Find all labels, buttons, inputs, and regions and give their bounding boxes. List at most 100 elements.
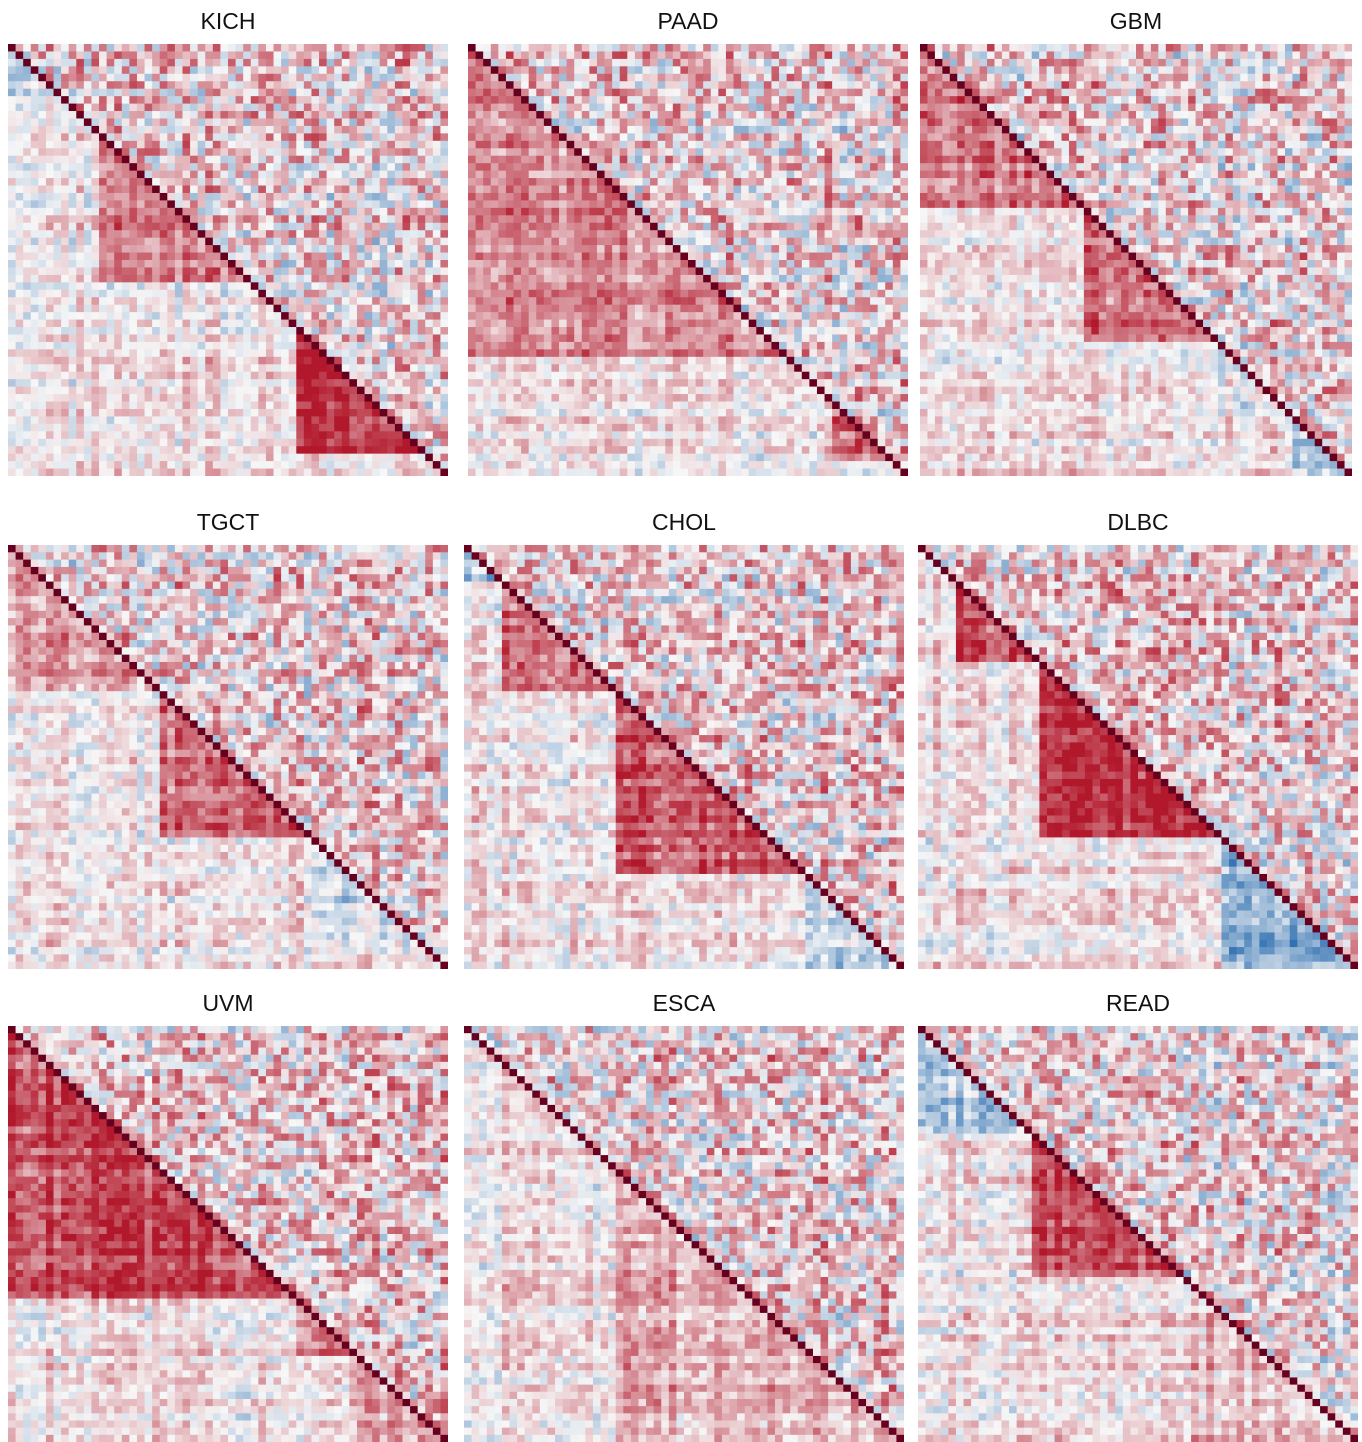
heatmap-cell	[213, 193, 221, 201]
heatmap-cell	[296, 104, 304, 112]
heatmap-cell	[680, 111, 688, 119]
heatmap-cell	[372, 186, 380, 194]
heatmap-cell	[756, 186, 764, 194]
heatmap-cell	[357, 44, 365, 52]
heatmap-paad	[468, 44, 908, 476]
heatmap-cell	[387, 357, 395, 365]
heatmap-cell	[402, 126, 410, 134]
heatmap-cell	[878, 96, 886, 104]
heatmap-cell	[274, 44, 282, 52]
heatmap-cell	[107, 446, 115, 454]
heatmap-cell	[589, 208, 597, 216]
heatmap-cell	[281, 104, 289, 112]
heatmap-cell	[514, 118, 522, 126]
heatmap-cell	[605, 74, 613, 82]
heatmap-cell	[900, 81, 908, 89]
heatmap-cell	[673, 223, 681, 231]
heatmap-cell	[16, 81, 24, 89]
heatmap-cell	[885, 81, 893, 89]
heatmap-cell	[122, 312, 130, 320]
heatmap-cell	[402, 133, 410, 141]
heatmap-cell	[8, 312, 16, 320]
heatmap-cell	[855, 156, 863, 164]
heatmap-cell	[213, 372, 221, 380]
heatmap-cell	[483, 89, 491, 97]
heatmap-cell	[236, 200, 244, 208]
heatmap-cell	[251, 215, 259, 223]
heatmap-cell	[182, 372, 190, 380]
heatmap-cell	[38, 66, 46, 74]
heatmap-cell	[802, 74, 810, 82]
heatmap-cell	[658, 171, 666, 179]
heatmap-cell	[536, 74, 544, 82]
heatmap-cell	[749, 148, 757, 156]
heatmap-cell	[16, 44, 24, 52]
heatmap-cell	[544, 178, 552, 186]
heatmap-cell	[741, 126, 749, 134]
heatmap-cell	[832, 163, 840, 171]
heatmap-cell	[567, 51, 575, 59]
heatmap-cell	[289, 104, 297, 112]
heatmap-cell	[175, 439, 183, 447]
heatmap-cell	[342, 186, 350, 194]
heatmap-cell	[107, 275, 115, 283]
heatmap-cell	[61, 297, 69, 305]
heatmap-cell	[418, 253, 426, 261]
heatmap-cell	[251, 171, 259, 179]
heatmap-cell	[483, 104, 491, 112]
diagonal-cell	[589, 163, 597, 171]
heatmap-cell	[160, 402, 168, 410]
heatmap-cell	[635, 193, 643, 201]
heatmap-cell	[771, 133, 779, 141]
heatmap-cell	[91, 44, 99, 52]
heatmap-cell	[23, 193, 31, 201]
heatmap-cell	[8, 357, 16, 365]
heatmap-cell	[817, 96, 825, 104]
heatmap-cell	[236, 305, 244, 313]
heatmap-cell	[84, 461, 92, 469]
heatmap-cell	[84, 416, 92, 424]
heatmap-cell	[529, 223, 537, 231]
heatmap-cell	[612, 141, 620, 149]
heatmap-cell	[521, 51, 529, 59]
heatmap-cell	[145, 334, 153, 342]
heatmap-cell	[749, 51, 757, 59]
heatmap-cell	[99, 387, 107, 395]
heatmap-cell	[243, 327, 251, 335]
heatmap-cell	[145, 96, 153, 104]
heatmap-cell	[900, 96, 908, 104]
heatmap-cell	[167, 118, 175, 126]
heatmap-cell	[99, 200, 107, 208]
heatmap-cell	[107, 208, 115, 216]
heatmap-cell	[274, 74, 282, 82]
heatmap-cell	[107, 357, 115, 365]
heatmap-cell	[167, 431, 175, 439]
heatmap-cell	[605, 118, 613, 126]
heatmap-cell	[23, 424, 31, 432]
heatmap-cell	[597, 148, 605, 156]
heatmap-cell	[658, 223, 666, 231]
heatmap-cell	[506, 74, 514, 82]
heatmap-cell	[16, 446, 24, 454]
heatmap-cell	[251, 141, 259, 149]
heatmap-cell	[84, 156, 92, 164]
heatmap-cell	[862, 66, 870, 74]
heatmap-cell	[99, 416, 107, 424]
heatmap-cell	[296, 81, 304, 89]
heatmap-cell	[402, 111, 410, 119]
heatmap-cell	[567, 66, 575, 74]
heatmap-cell	[711, 178, 719, 186]
heatmap-cell	[38, 126, 46, 134]
heatmap-cell	[122, 186, 130, 194]
heatmap-cell	[612, 74, 620, 82]
heatmap-cell	[23, 215, 31, 223]
heatmap-cell	[258, 74, 266, 82]
heatmap-cell	[251, 156, 259, 164]
heatmap-cell	[514, 223, 522, 231]
heatmap-cell	[688, 208, 696, 216]
heatmap-cell	[832, 238, 840, 246]
heatmap-cell	[491, 215, 499, 223]
heatmap-cell	[198, 297, 206, 305]
heatmap-cell	[349, 44, 357, 52]
heatmap-cell	[825, 44, 833, 52]
